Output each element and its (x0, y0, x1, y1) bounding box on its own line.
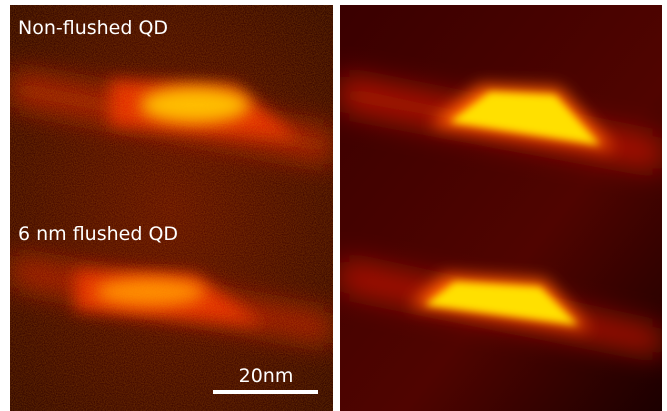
page: Non-flushed QD 6 nm flushed QD 20nm (() … (0, 0, 667, 411)
label: Non-flushed QD (18, 17, 168, 39)
label: 6 nm flushed QD (18, 223, 178, 245)
figure: Non-flushed QD 6 nm flushed QD 20nm (0, 0, 667, 411)
left-panel: Non-flushed QD 6 nm flushed QD 20nm (10, 5, 333, 411)
background (340, 5, 662, 411)
right-panel (340, 5, 662, 411)
scale-bar (213, 390, 318, 394)
noise (10, 5, 333, 411)
scale-bar-label: 20nm (239, 365, 294, 387)
